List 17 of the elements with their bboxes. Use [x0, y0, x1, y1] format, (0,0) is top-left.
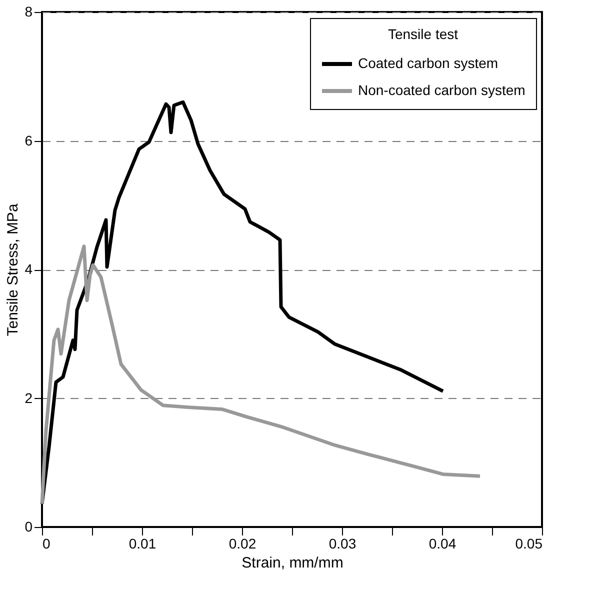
y-tick-label: 6	[24, 132, 33, 148]
line-series	[40, 244, 482, 506]
legend-title: Tensile test	[388, 26, 458, 42]
x-tick-label: 0.02	[228, 536, 256, 552]
y-tick-label: 2	[24, 390, 33, 406]
x-tick-label: 0.03	[328, 536, 356, 552]
y-axis-title: Tensile Stress, MPa	[4, 203, 22, 336]
legend-label: Coated carbon system	[358, 55, 498, 71]
y-tick-label: 8	[24, 4, 33, 20]
x-tick-label: 0.05	[515, 536, 543, 552]
x-tick-label: 0.01	[128, 536, 156, 552]
x-tick-label: 0	[42, 536, 50, 552]
x-tick-label: 0.04	[428, 536, 456, 552]
y-tick-label: 0	[24, 518, 33, 534]
x-axis-title: Strain, mm/mm	[242, 554, 344, 572]
y-tick-label: 4	[24, 261, 33, 277]
legend-label: Non-coated carbon system	[358, 82, 526, 98]
